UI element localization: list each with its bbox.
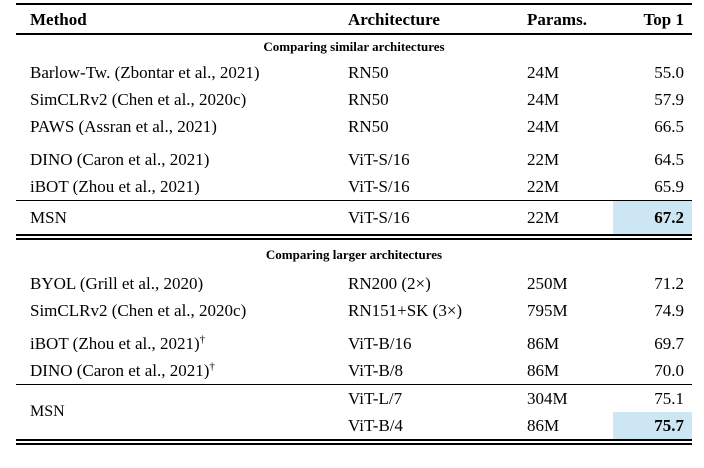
architecture-cell: RN50	[348, 118, 389, 135]
table-row: ViT-L/7 304M 75.1	[348, 385, 692, 412]
architecture-cell: RN50	[348, 64, 389, 81]
params-cell: 86M	[527, 415, 560, 435]
table-row: iBOT (Zhou et al., 2021) ViT-S/16 22M 65…	[16, 173, 692, 200]
params-cell: 86M	[527, 362, 560, 379]
top1-cell: 70.0	[654, 361, 684, 380]
architecture-cell: ViT-S/16	[348, 178, 410, 195]
params-cell: 795M	[527, 302, 568, 319]
architecture-cell: ViT-L/7	[348, 388, 403, 408]
params-cell: 24M	[527, 91, 560, 108]
method-text: DINO (Caron et al., 2021)	[30, 362, 210, 379]
table-row: SimCLRv2 (Chen et al., 2020c) RN151+SK (…	[16, 297, 692, 324]
results-table: Method Architecture Params. Top 1 Compar…	[16, 3, 692, 445]
method-cell: Barlow-Tw. (Zbontar et al., 2021)	[30, 64, 260, 81]
architecture-cell: RN200 (2×)	[348, 275, 431, 292]
params-cell: 86M	[527, 335, 560, 352]
architecture-cell: ViT-B/16	[348, 335, 412, 352]
params-cell: 250M	[527, 275, 568, 292]
architecture-cell: ViT-B/4	[348, 415, 404, 435]
table-row: PAWS (Assran et al., 2021) RN50 24M 66.5	[16, 113, 692, 140]
top1-cell: 55.0	[654, 63, 684, 82]
method-cell: BYOL (Grill et al., 2020)	[30, 275, 204, 292]
column-header-architecture: Architecture	[348, 10, 440, 28]
params-cell: 22M	[527, 209, 560, 226]
table-row: iBOT (Zhou et al., 2021)† ViT-B/16 86M 6…	[16, 330, 692, 357]
method-text: iBOT (Zhou et al., 2021)	[30, 335, 200, 352]
method-cell: MSN	[30, 209, 67, 226]
mid-rule	[16, 384, 692, 385]
method-cell: SimCLRv2 (Chen et al., 2020c)	[30, 302, 247, 319]
method-cell: MSN	[30, 403, 65, 420]
top1-cell: 69.7	[654, 334, 684, 353]
msn-multirow: MSN ViT-L/7 304M 75.1 ViT-B/4 86M 75.7	[16, 385, 692, 439]
dagger-marker: †	[199, 335, 206, 346]
table-row: SimCLRv2 (Chen et al., 2020c) RN50 24M 5…	[16, 86, 692, 113]
architecture-cell: ViT-S/16	[348, 151, 410, 168]
column-header-top1: Top 1	[643, 9, 684, 29]
architecture-cell: RN50	[348, 91, 389, 108]
top1-cell: 66.5	[654, 117, 684, 136]
method-cell: PAWS (Assran et al., 2021)	[30, 118, 217, 135]
method-cell: DINO (Caron et al., 2021)†	[16, 362, 348, 379]
architecture-cell: ViT-S/16	[348, 209, 410, 226]
method-cell: DINO (Caron et al., 2021)	[30, 151, 210, 168]
column-header-params: Params.	[527, 10, 587, 28]
top1-cell-highlighted: 75.7	[613, 412, 692, 439]
params-cell: 22M	[527, 178, 560, 195]
params-cell: 24M	[527, 64, 560, 81]
top1-cell: 64.5	[654, 150, 684, 169]
table-row: DINO (Caron et al., 2021)† ViT-B/8 86M 7…	[16, 357, 692, 384]
params-cell: 22M	[527, 151, 560, 168]
method-cell: SimCLRv2 (Chen et al., 2020c)	[30, 91, 247, 108]
msn-subrows: ViT-L/7 304M 75.1 ViT-B/4 86M 75.7	[348, 385, 692, 439]
top1-cell: 57.9	[654, 90, 684, 109]
method-cell: iBOT (Zhou et al., 2021)	[30, 178, 200, 195]
top-rule	[16, 3, 692, 5]
column-header-method: Method	[30, 10, 87, 28]
top1-cell-highlighted: 67.2	[613, 201, 692, 234]
top1-cell: 75.1	[654, 388, 684, 408]
params-cell: 304M	[527, 388, 568, 408]
section-divider-rule	[16, 234, 692, 240]
table-row: ViT-B/4 86M 75.7	[348, 412, 692, 439]
architecture-cell: ViT-B/8	[348, 362, 404, 379]
method-cell: iBOT (Zhou et al., 2021)†	[16, 335, 348, 352]
table-row: DINO (Caron et al., 2021) ViT-S/16 22M 6…	[16, 146, 692, 173]
table-row: Barlow-Tw. (Zbontar et al., 2021) RN50 2…	[16, 59, 692, 86]
params-cell: 24M	[527, 118, 560, 135]
mid-rule	[16, 200, 692, 201]
architecture-cell: RN151+SK (3×)	[348, 302, 463, 319]
top1-cell: 71.2	[654, 274, 684, 293]
dagger-marker: †	[209, 362, 215, 373]
top1-cell: 74.9	[654, 301, 684, 320]
msn-row: MSN ViT-S/16 22M 67.2	[16, 201, 692, 234]
table-header-row: Method Architecture Params. Top 1	[16, 5, 692, 33]
section-title-similar: Comparing similar architectures	[263, 39, 445, 54]
header-rule	[16, 33, 692, 35]
section-title-larger: Comparing larger architectures	[265, 247, 443, 262]
top1-cell: 65.9	[654, 177, 684, 196]
table-row: BYOL (Grill et al., 2020) RN200 (2×) 250…	[16, 270, 692, 297]
bottom-rule	[16, 439, 692, 445]
